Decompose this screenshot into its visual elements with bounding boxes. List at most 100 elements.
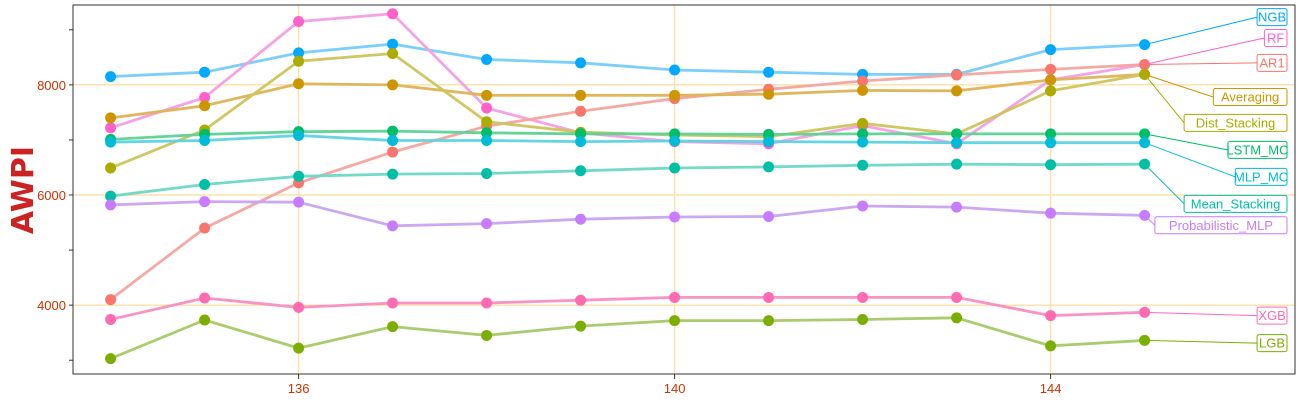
data-point-mlp-mc — [105, 136, 117, 148]
legend-label-box — [1256, 334, 1288, 353]
series-lines — [109, 12, 1146, 360]
data-point-lstm-mc — [857, 128, 869, 140]
data-point-averaging — [763, 88, 775, 100]
x-tick-label: 140 — [664, 381, 686, 396]
legend-leader-line — [1144, 311, 1258, 317]
series-line-mean-stacking — [109, 162, 1146, 198]
data-point-mean-stacking — [575, 165, 587, 177]
data-point-ngb — [481, 54, 493, 66]
data-point-mean-stacking — [199, 179, 211, 191]
data-point-ngb — [387, 38, 399, 50]
data-point-xgb — [481, 297, 493, 309]
data-point-ngb — [199, 66, 211, 78]
data-point-mlp-mc — [575, 136, 587, 148]
data-point-probabilistic-mlp — [387, 220, 399, 232]
legend-leader-line — [1144, 142, 1236, 178]
series-line-dist-stacking — [109, 52, 1146, 170]
legend-label-ar1: AR1 — [1259, 55, 1284, 70]
data-point-ar1 — [199, 222, 211, 234]
x-tick-label: 136 — [288, 381, 310, 396]
data-point-lstm-mc — [481, 127, 493, 139]
data-point-xgb — [763, 291, 775, 303]
legend-leader-line — [1144, 73, 1214, 98]
data-point-lgb — [105, 353, 117, 365]
data-point-ar1 — [575, 105, 587, 117]
data-point-lgb — [199, 314, 211, 326]
legend-label-box — [1256, 53, 1288, 72]
data-point-rf — [387, 8, 399, 20]
data-point-rf — [105, 122, 117, 134]
data-point-ar1 — [857, 75, 869, 87]
data-point-ngb — [669, 64, 681, 76]
legend-label-lgb: LGB — [1259, 336, 1285, 351]
data-point-xgb — [105, 313, 117, 325]
data-point-xgb — [387, 297, 399, 309]
data-point-mean-stacking — [387, 168, 399, 180]
data-point-xgb — [293, 301, 305, 313]
data-point-lgb — [1045, 340, 1057, 352]
data-point-averaging — [293, 78, 305, 90]
data-point-dist-stacking — [105, 162, 117, 174]
series-line-mlp-mc — [109, 134, 1146, 145]
data-point-rf — [293, 16, 305, 28]
legend-label-box — [1263, 29, 1288, 48]
data-point-ar1 — [951, 69, 963, 81]
series-line-rf — [109, 12, 1146, 146]
data-point-mean-stacking — [293, 170, 305, 182]
data-point-averaging — [1045, 74, 1057, 86]
data-point-probabilistic-mlp — [575, 213, 587, 225]
data-point-ar1 — [1045, 63, 1057, 75]
data-point-dist-stacking — [481, 116, 493, 128]
series-line-probabilistic-mlp — [109, 200, 1146, 228]
data-point-rf — [199, 92, 211, 104]
data-point-averaging — [199, 100, 211, 112]
legend-label-averaging: Averaging — [1221, 89, 1279, 104]
legend-leader-line — [1144, 215, 1156, 226]
data-point-probabilistic-mlp — [481, 218, 493, 230]
data-point-lgb — [575, 320, 587, 332]
y-axis-title: AWPI — [6, 146, 41, 234]
legend-label-box — [1234, 167, 1288, 186]
series-line-lstm-mc — [109, 129, 1146, 141]
data-point-averaging — [857, 84, 869, 96]
legend-leader-line — [1144, 339, 1258, 344]
data-point-mean-stacking — [763, 161, 775, 173]
data-point-dist-stacking — [293, 55, 305, 67]
data-point-xgb — [857, 291, 869, 303]
legend-label-box — [1256, 306, 1288, 325]
data-point-dist-stacking — [1045, 85, 1057, 97]
data-point-lstm-mc — [387, 125, 399, 137]
data-point-averaging — [575, 89, 587, 101]
data-point-mlp-mc — [387, 134, 399, 146]
legend-label-ngb: NGB — [1258, 10, 1286, 25]
data-point-mlp-mc — [669, 135, 681, 147]
data-point-mean-stacking — [1045, 159, 1057, 171]
data-point-ngb — [1045, 44, 1057, 56]
legend-label-xgb: XGB — [1258, 308, 1285, 323]
series-line-lgb — [109, 316, 1146, 360]
y-tick-label: 6000 — [37, 188, 66, 203]
axes: 136 140 144 4000 6000 8000 — [37, 29, 1062, 396]
series-line-ngb — [109, 42, 1146, 78]
data-point-ar1 — [105, 294, 117, 306]
data-point-mlp-mc — [481, 134, 493, 146]
legend-label-probabilistic-mlp: Probabilistic_MLP — [1169, 218, 1273, 233]
data-point-averaging — [387, 79, 399, 91]
series-line-xgb — [109, 296, 1146, 321]
legend-label-box — [1212, 87, 1288, 106]
direct-legend: NGB RF AR1 Averaging Dist_Stacking LSTM_MC MLP… — [1144, 8, 1289, 353]
data-point-mean-stacking — [857, 159, 869, 171]
legend-leader-line — [1144, 16, 1258, 46]
data-point-xgb — [1045, 310, 1057, 322]
data-point-lgb — [763, 315, 775, 327]
series-line-averaging — [109, 73, 1146, 120]
data-point-lstm-mc — [951, 128, 963, 140]
data-point-lgb — [293, 342, 305, 354]
data-point-xgb — [669, 291, 681, 303]
x-tick-label: 144 — [1040, 381, 1062, 396]
legend-leader-line — [1144, 62, 1258, 65]
y-tick-label: 4000 — [37, 298, 66, 313]
legend-label-box — [1154, 216, 1288, 235]
data-point-rf — [481, 102, 493, 114]
